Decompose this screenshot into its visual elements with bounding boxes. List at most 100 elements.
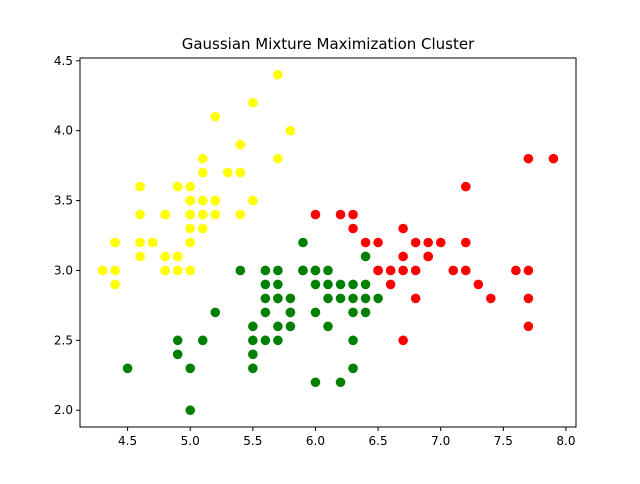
data-point-1-50 — [285, 307, 296, 318]
y-axis: 2.0 2.5 3.0 3.5 4.0 4.5 — [54, 54, 80, 417]
x-axis: 4.5 5.0 5.5 6.0 6.5 7.0 7.5 8.0 — [118, 427, 576, 448]
data-point-2-5 — [373, 237, 383, 248]
data-point-0-1 — [172, 265, 183, 276]
data-point-2-9 — [398, 223, 408, 234]
data-point-2-16 — [423, 237, 434, 248]
data-point-2-12 — [398, 335, 408, 346]
data-point-1-32 — [323, 293, 333, 304]
data-point-1-33 — [323, 279, 333, 290]
data-point-1-43 — [360, 307, 371, 318]
data-point-1-34 — [323, 265, 333, 276]
data-point-0-6 — [135, 209, 145, 220]
data-point-0-31 — [110, 265, 120, 276]
data-point-0-42 — [235, 167, 246, 178]
data-point-0-46 — [110, 237, 120, 248]
data-point-0-30 — [248, 195, 258, 206]
data-point-1-49 — [298, 265, 308, 276]
data-point-0-36 — [223, 167, 233, 178]
data-point-1-35 — [335, 377, 346, 388]
data-point-0-23 — [210, 209, 221, 220]
x-tick-label-0: 4.5 — [118, 434, 137, 448]
chart-title: Gaussian Mixture Maximization Cluster — [182, 35, 475, 53]
data-point-1-48 — [310, 265, 321, 276]
data-point-2-3 — [348, 223, 358, 234]
data-point-1-5 — [197, 335, 208, 346]
x-tick-label-5: 7.0 — [431, 434, 450, 448]
data-point-1-31 — [323, 321, 333, 332]
data-point-1-24 — [285, 293, 296, 304]
data-point-2-21 — [460, 237, 471, 248]
data-point-1-51 — [273, 293, 283, 304]
data-point-2-22 — [460, 265, 471, 276]
data-point-1-18 — [273, 321, 283, 332]
data-point-0-19 — [135, 181, 145, 192]
x-tick-label-6: 7.5 — [494, 434, 513, 448]
data-point-0-21 — [185, 265, 196, 276]
data-point-0-24 — [147, 237, 158, 248]
data-point-2-26 — [523, 153, 534, 164]
data-point-2-8 — [385, 279, 396, 290]
data-point-0-3 — [135, 251, 145, 262]
data-point-0-27 — [248, 97, 258, 108]
data-point-0-29 — [185, 237, 196, 248]
y-tick-label-1: 2.5 — [54, 333, 73, 347]
data-point-2-15 — [410, 293, 421, 304]
data-point-0-16 — [197, 153, 208, 164]
y-tick-label-0: 2.0 — [54, 403, 73, 417]
data-point-2-23 — [473, 279, 484, 290]
data-point-2-31 — [373, 265, 383, 276]
data-point-0-34 — [197, 167, 208, 178]
y-tick-label-3: 3.5 — [54, 194, 73, 208]
data-point-0-20 — [197, 223, 208, 234]
data-point-1-13 — [260, 307, 271, 318]
data-point-0-44 — [172, 181, 183, 192]
data-point-0-40 — [197, 195, 208, 206]
data-point-1-39 — [348, 335, 358, 346]
data-point-1-7 — [235, 265, 246, 276]
data-point-1-37 — [335, 279, 346, 290]
data-point-1-12 — [260, 335, 271, 346]
data-point-2-1 — [335, 209, 346, 220]
data-point-0-8 — [110, 279, 120, 290]
data-point-2-28 — [523, 293, 534, 304]
data-point-2-11 — [398, 265, 408, 276]
y-tick-label-4: 4.0 — [54, 124, 73, 138]
data-point-0-37 — [185, 223, 196, 234]
data-point-1-36 — [335, 293, 346, 304]
data-point-1-41 — [348, 293, 358, 304]
data-point-1-26 — [298, 237, 308, 248]
data-point-1-1 — [185, 405, 196, 416]
data-point-0-49 — [135, 237, 145, 248]
data-point-2-14 — [410, 265, 421, 276]
data-point-2-30 — [548, 153, 559, 164]
x-tick-label-7: 8.0 — [556, 434, 575, 448]
data-point-1-21 — [273, 265, 283, 276]
data-point-1-3 — [172, 349, 183, 360]
data-point-2-4 — [360, 237, 371, 248]
data-point-1-38 — [348, 363, 358, 374]
data-point-2-25 — [511, 265, 521, 276]
data-point-1-45 — [360, 279, 371, 290]
data-point-2-24 — [486, 293, 496, 304]
data-point-2-19 — [448, 265, 459, 276]
data-point-1-14 — [260, 293, 271, 304]
data-point-0-47 — [197, 209, 208, 220]
x-tick-label-3: 6.0 — [306, 434, 325, 448]
data-point-0-17 — [273, 153, 283, 164]
data-point-1-27 — [310, 377, 321, 388]
data-point-2-13 — [410, 237, 421, 248]
data-point-2-18 — [435, 237, 446, 248]
data-point-0-13 — [97, 265, 108, 276]
data-point-0-41 — [185, 209, 196, 220]
data-point-1-2 — [172, 335, 183, 346]
data-point-1-4 — [185, 363, 196, 374]
data-point-0-5 — [235, 139, 246, 150]
data-point-1-40 — [348, 307, 358, 318]
x-tick-label-4: 6.5 — [369, 434, 388, 448]
data-point-2-32 — [423, 251, 434, 262]
data-point-2-2 — [348, 209, 358, 220]
data-point-1-8 — [248, 363, 258, 374]
data-point-0-39 — [160, 209, 170, 220]
